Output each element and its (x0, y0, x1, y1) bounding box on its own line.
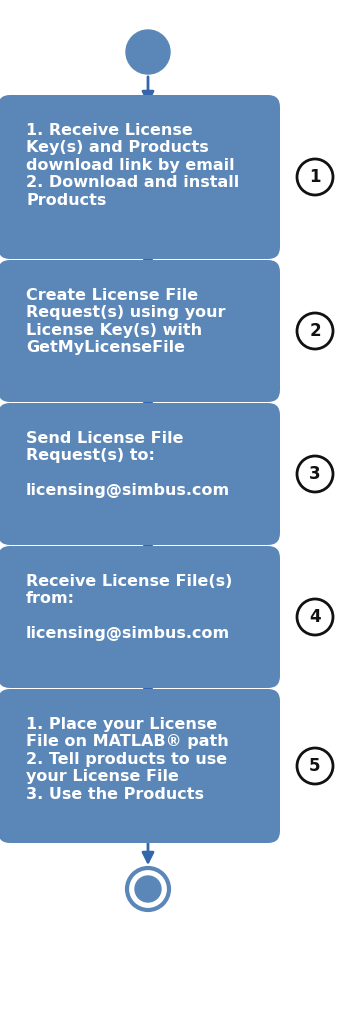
Text: 1. Receive License
Key(s) and Products
download link by email
2. Download and in: 1. Receive License Key(s) and Products d… (26, 123, 239, 208)
Text: 4: 4 (309, 608, 321, 626)
Circle shape (135, 876, 161, 902)
FancyBboxPatch shape (0, 260, 280, 402)
FancyBboxPatch shape (0, 689, 280, 843)
Text: 1. Place your License
File on MATLAB® path
2. Tell products to use
your License : 1. Place your License File on MATLAB® pa… (26, 717, 229, 802)
Circle shape (297, 599, 333, 635)
FancyBboxPatch shape (0, 546, 280, 688)
Circle shape (297, 313, 333, 349)
FancyBboxPatch shape (0, 95, 280, 259)
Text: Create License File
Request(s) using your
License Key(s) with
GetMyLicenseFile: Create License File Request(s) using you… (26, 288, 225, 355)
Circle shape (297, 748, 333, 784)
Text: 5: 5 (309, 757, 321, 775)
Circle shape (127, 868, 169, 910)
Circle shape (297, 159, 333, 195)
Circle shape (126, 30, 170, 74)
Text: 1: 1 (309, 168, 321, 186)
Text: Send License File
Request(s) to:

licensing@simbus.com: Send License File Request(s) to: licensi… (26, 431, 230, 499)
FancyBboxPatch shape (0, 403, 280, 545)
Text: Receive License File(s)
from:

licensing@simbus.com: Receive License File(s) from: licensing@… (26, 574, 232, 641)
Text: 2: 2 (309, 322, 321, 340)
Text: 3: 3 (309, 465, 321, 483)
Circle shape (297, 456, 333, 492)
